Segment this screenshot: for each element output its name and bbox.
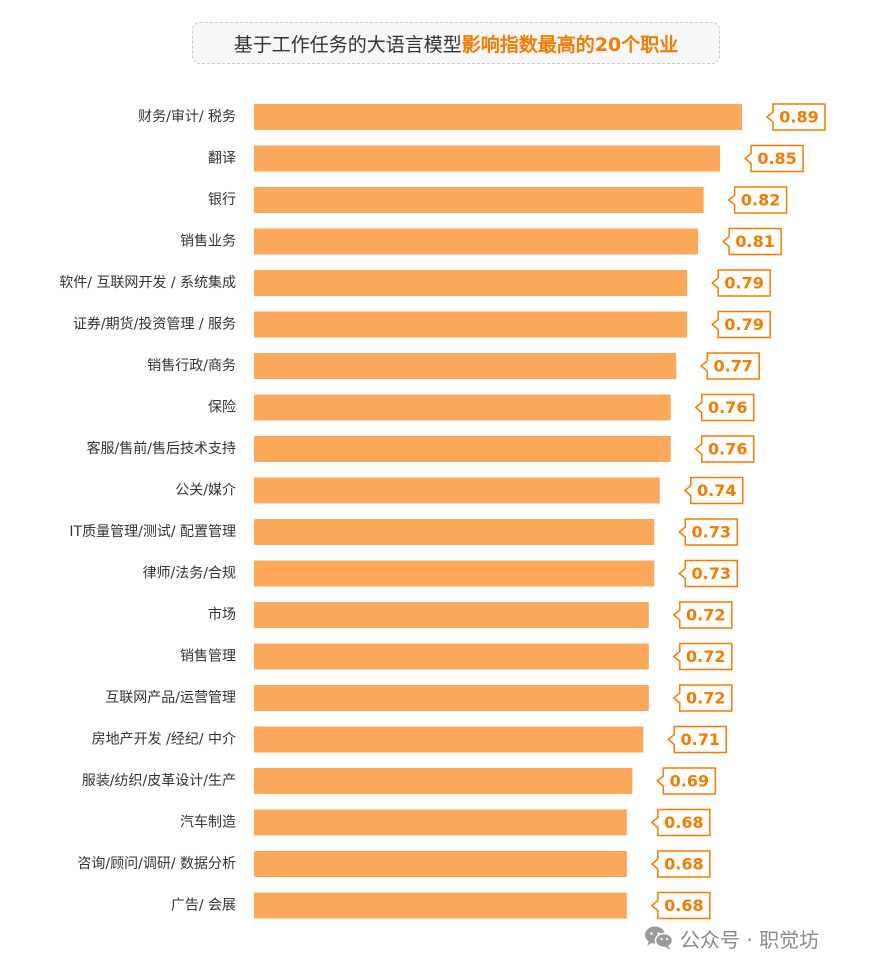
chart-title: 基于工作任务的大语言模型 影响指数最高的20个职业 bbox=[192, 22, 720, 64]
category-label: 翻译 bbox=[208, 151, 236, 167]
category-label: 公关/媒介 bbox=[175, 483, 236, 499]
category-label: 房地产开发 /经纪/ 中介 bbox=[92, 732, 236, 748]
category-label: 广告/ 会展 bbox=[171, 898, 236, 914]
value-callout bbox=[683, 476, 744, 505]
value-label: 0.89 bbox=[779, 108, 818, 127]
bar bbox=[254, 270, 688, 296]
value-callout bbox=[765, 103, 826, 131]
category-label: 市场 bbox=[208, 606, 236, 623]
value-label: 0.76 bbox=[708, 398, 747, 417]
watermark: 公众号 · 职觉坊 bbox=[644, 922, 819, 954]
category-label: 销售管理 bbox=[180, 649, 236, 665]
bar bbox=[254, 436, 671, 462]
value-callout bbox=[710, 310, 771, 339]
category-label: 财务/审计/ 税务 bbox=[138, 109, 236, 125]
category-label: 销售业务 bbox=[180, 234, 236, 250]
bar bbox=[254, 809, 627, 836]
category-label: IT质量管理/测试/ 配置管理 bbox=[69, 524, 236, 540]
bar bbox=[254, 560, 655, 587]
value-label: 0.81 bbox=[735, 232, 774, 251]
bar bbox=[254, 477, 660, 504]
value-label: 0.73 bbox=[692, 564, 731, 583]
bar bbox=[254, 353, 677, 379]
watermark-text: 公众号 · 职觉坊 bbox=[680, 927, 820, 952]
value-callout bbox=[694, 435, 755, 463]
value-callout bbox=[678, 518, 739, 546]
value-label: 0.82 bbox=[741, 191, 780, 210]
value-callout bbox=[678, 559, 739, 588]
value-label: 0.72 bbox=[686, 606, 725, 625]
value-callout bbox=[667, 725, 728, 754]
value-callout bbox=[672, 684, 733, 712]
value-callout bbox=[721, 227, 782, 256]
bar bbox=[254, 685, 649, 711]
bar bbox=[254, 394, 671, 421]
value-callout bbox=[672, 601, 733, 629]
bar bbox=[254, 228, 699, 255]
value-callout bbox=[710, 269, 771, 297]
value-label: 0.72 bbox=[686, 647, 725, 666]
value-callout bbox=[700, 352, 760, 380]
category-label: 客服/售前/售后技术支持 bbox=[87, 440, 236, 457]
value-callout bbox=[672, 642, 733, 671]
chart-title-highlight: 影响指数最高的20个职业 bbox=[461, 33, 679, 56]
bar bbox=[254, 726, 644, 753]
value-label: 0.73 bbox=[692, 523, 731, 542]
category-label: 银行 bbox=[208, 192, 236, 208]
value-label: 0.85 bbox=[757, 149, 796, 168]
value-label: 0.76 bbox=[708, 440, 747, 459]
category-label: 互联网产品/运营管理 bbox=[105, 690, 236, 706]
value-label: 0.68 bbox=[664, 855, 703, 874]
value-label: 0.77 bbox=[713, 357, 752, 376]
category-label: 保险 bbox=[208, 400, 236, 416]
value-label: 0.79 bbox=[724, 315, 763, 334]
value-callout bbox=[650, 808, 711, 837]
value-label: 0.71 bbox=[681, 730, 720, 749]
category-label: 软件/ 互联网开发 / 系统集成 bbox=[59, 274, 236, 291]
category-label: 律师/法务/合规 bbox=[143, 566, 236, 582]
bar bbox=[254, 643, 649, 670]
value-label: 0.74 bbox=[697, 481, 736, 500]
wechat-icon bbox=[644, 925, 674, 951]
value-callout bbox=[650, 850, 711, 878]
value-callout bbox=[694, 393, 755, 422]
bar bbox=[254, 768, 633, 794]
value-label: 0.68 bbox=[664, 813, 703, 832]
value-label: 0.72 bbox=[686, 689, 725, 708]
category-label: 咨询/顾问/调研/ 数据分析 bbox=[77, 856, 236, 872]
category-label: 销售行政/商务 bbox=[147, 358, 236, 374]
bar bbox=[254, 519, 655, 545]
value-callout bbox=[727, 186, 788, 214]
value-callout bbox=[656, 767, 717, 795]
value-callout bbox=[650, 891, 711, 920]
value-label: 0.79 bbox=[724, 274, 763, 293]
category-label: 服装/纺织/皮革设计/生产 bbox=[82, 773, 236, 789]
value-callout bbox=[743, 144, 804, 173]
value-label: 0.69 bbox=[670, 772, 709, 791]
bar bbox=[254, 851, 627, 877]
bar bbox=[254, 187, 704, 213]
bar bbox=[254, 892, 627, 919]
category-label: 汽车制造 bbox=[180, 814, 236, 831]
chart-title-prefix: 基于工作任务的大语言模型 bbox=[233, 33, 462, 56]
bar bbox=[254, 104, 742, 130]
bar bbox=[254, 145, 721, 172]
bar bbox=[254, 602, 649, 628]
value-label: 0.68 bbox=[664, 896, 703, 915]
category-label: 证券/期货/投资管理 / 服务 bbox=[73, 316, 236, 333]
bar bbox=[254, 311, 688, 338]
